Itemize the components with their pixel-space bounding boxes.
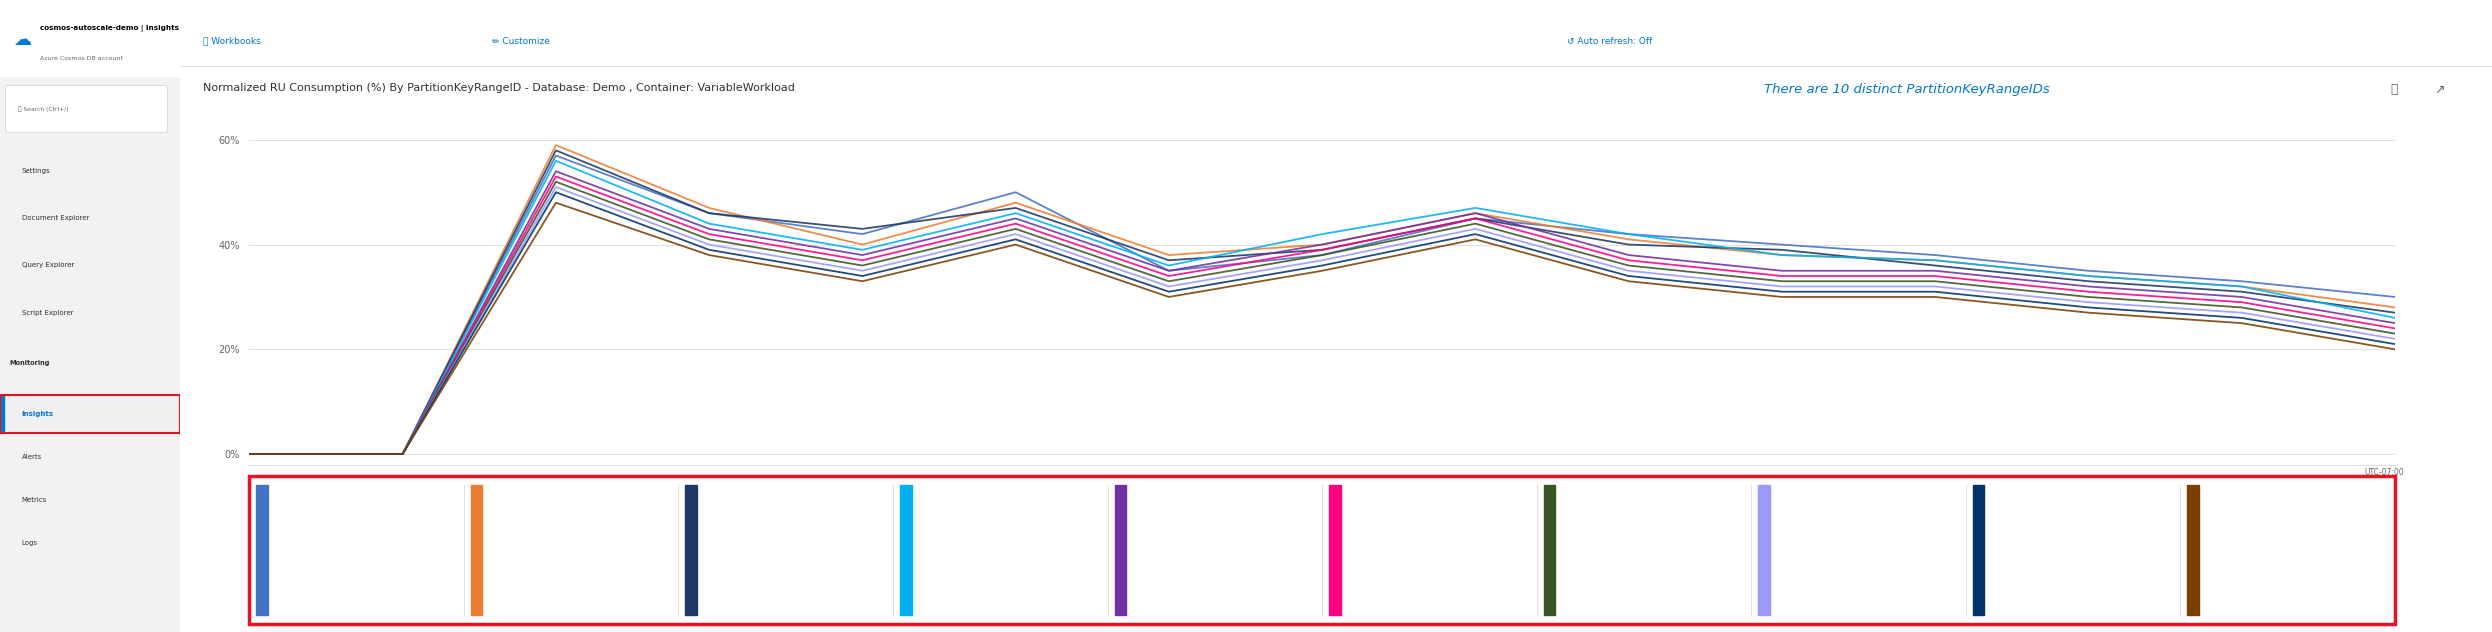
Text: %: % [1405, 589, 1415, 599]
Text: cosmos-autoscale-demo: cosmos-autoscale-demo [2205, 530, 2288, 535]
Text: 🔍 Search (Ctrl+/): 🔍 Search (Ctrl+/) [17, 106, 70, 111]
Text: cosmos-autoscale-demo: cosmos-autoscale-demo [274, 530, 356, 535]
Text: %: % [1834, 589, 1844, 599]
Text: cosmos-autoscale-demo: cosmos-autoscale-demo [488, 530, 571, 535]
Bar [0, 395, 5, 433]
Text: ↺ Auto refresh: Off: ↺ Auto refresh: Off [1567, 37, 1652, 46]
Text: Logs: Logs [22, 540, 37, 546]
Text: 58: 58 [703, 591, 730, 609]
Text: %: % [2263, 589, 2273, 599]
Text: 14: 14 [274, 492, 287, 501]
Text: 61: 61 [274, 591, 299, 609]
Text: 13: 13 [920, 492, 930, 501]
Text: UTC-07:00: UTC-07:00 [2365, 468, 2405, 477]
Bar [1543, 485, 1555, 615]
Bar [1759, 485, 1769, 615]
Text: Document Explorer: Document Explorer [22, 215, 90, 221]
Text: 54: 54 [1562, 591, 1587, 609]
Text: 54: 54 [1348, 591, 1373, 609]
Text: %: % [1191, 589, 1201, 599]
Text: cosmos-autoscale-demo: cosmos-autoscale-demo [1348, 530, 1428, 535]
Text: cosmos-autoscale-demo: cosmos-autoscale-demo [1134, 530, 1214, 535]
Text: 54: 54 [1134, 591, 1159, 609]
Text: cosmos-autoscale-demo: cosmos-autoscale-demo [1562, 530, 1645, 535]
Text: 9: 9 [703, 492, 710, 501]
Text: ✏ Customize: ✏ Customize [491, 37, 551, 46]
Text: Insights: Insights [22, 411, 55, 417]
Text: 58: 58 [920, 591, 944, 609]
Text: 54: 54 [1777, 591, 1802, 609]
Text: ☁: ☁ [12, 31, 30, 49]
Bar [257, 485, 267, 615]
Text: 7: 7 [1991, 492, 1996, 501]
Bar [471, 485, 483, 615]
Text: cosmos-autoscale-demo: cosmos-autoscale-demo [1777, 530, 1859, 535]
Text: ⧉: ⧉ [2390, 83, 2397, 97]
Text: Query Explorer: Query Explorer [22, 262, 75, 269]
Text: ↗: ↗ [2435, 83, 2445, 97]
Bar [2188, 485, 2198, 615]
Text: %: % [331, 589, 341, 599]
Text: cosmos-autoscale-demo: cosmos-autoscale-demo [703, 530, 785, 535]
Text: 6: 6 [488, 492, 496, 501]
Text: 8: 8 [1134, 492, 1139, 501]
Text: 10: 10 [1348, 492, 1358, 501]
Text: cosmos-autoscale-demo | Insights: cosmos-autoscale-demo | Insights [40, 25, 179, 32]
Bar [0, 395, 179, 433]
Text: 52: 52 [1991, 591, 2016, 609]
Bar [685, 485, 698, 615]
Text: %: % [2048, 589, 2058, 599]
Text: %: % [977, 589, 984, 599]
Text: 5: 5 [1777, 492, 1782, 501]
Bar [0, 0, 179, 76]
Text: 📔 Workbooks: 📔 Workbooks [204, 37, 262, 46]
Text: 49: 49 [2205, 591, 2230, 609]
Text: 11: 11 [1562, 492, 1572, 501]
Text: %: % [763, 589, 770, 599]
Text: Settings: Settings [22, 167, 50, 174]
Text: cosmos-autoscale-demo: cosmos-autoscale-demo [1991, 530, 2073, 535]
Text: 60: 60 [488, 591, 513, 609]
Bar [1974, 485, 1984, 615]
Text: Alerts: Alerts [22, 454, 42, 460]
Text: Monitoring: Monitoring [10, 360, 50, 367]
Text: 12: 12 [2205, 492, 2218, 501]
Bar [1114, 485, 1126, 615]
Bar [900, 485, 912, 615]
Text: Metrics: Metrics [22, 497, 47, 503]
Text: Script Explorer: Script Explorer [22, 310, 72, 316]
Text: There are 10 distinct PartitionKeyRangeIDs
(physical partitions): There are 10 distinct PartitionKeyRangeI… [1764, 83, 2048, 111]
Text: Normalized RU Consumption (%) By PartitionKeyRangeID - Database: Demo , Containe: Normalized RU Consumption (%) By Partiti… [204, 83, 795, 94]
Text: %: % [548, 589, 556, 599]
Text: %: % [1620, 589, 1630, 599]
Bar [1328, 485, 1341, 615]
FancyBboxPatch shape [249, 476, 2395, 624]
FancyBboxPatch shape [5, 85, 167, 133]
Text: cosmos-autoscale-demo: cosmos-autoscale-demo [920, 530, 999, 535]
Text: Azure Cosmos DB account: Azure Cosmos DB account [40, 56, 122, 61]
